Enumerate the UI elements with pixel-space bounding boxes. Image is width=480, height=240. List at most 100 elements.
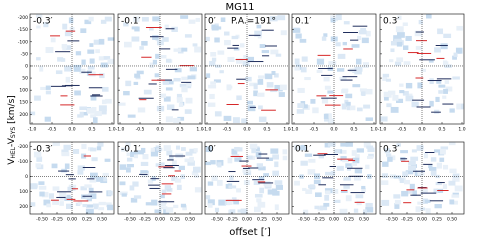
spectrum-pixel	[163, 96, 171, 102]
spectrum-pixel	[81, 111, 88, 116]
spectrum-pixel	[417, 201, 423, 205]
spectrum-pixel	[454, 185, 463, 192]
spectrum-pixel	[181, 47, 188, 52]
spectrum-pixel	[263, 173, 270, 177]
spectrum-pixel	[127, 114, 136, 118]
spectrum-pixel	[35, 14, 43, 18]
spectrum-pixel	[133, 195, 142, 199]
spectrum-pixel	[282, 149, 288, 155]
spectrum-pixel	[256, 163, 263, 168]
spectrum-pixel	[299, 38, 307, 43]
spectrum-pixel	[349, 105, 356, 111]
spectrum-pixel	[87, 65, 95, 70]
spectrum-pixel	[361, 185, 366, 190]
spectrum-pixel	[165, 58, 172, 63]
spectrum-pixel	[382, 73, 390, 78]
spectrum-pixel	[156, 147, 163, 152]
x-tick-label: -0.50	[124, 217, 136, 223]
spectrum-pixel	[62, 47, 67, 51]
spectrum-pixel	[356, 148, 364, 153]
spectrum-pixel	[258, 166, 266, 171]
spectrum-pixel	[50, 37, 56, 43]
spectrum-pixel	[274, 180, 283, 185]
spectrum-pixel	[428, 166, 437, 171]
spectrum-pixel	[236, 188, 241, 193]
panel: -200 -150 -100 -50 0 50 100 150 200 -1.0 -0.5 0.0 0.…	[18, 13, 116, 133]
spectrum-pixel	[176, 93, 182, 100]
spectrum-pixel	[394, 203, 400, 209]
spectrum-pixel	[275, 184, 283, 190]
spectrum-pixel	[392, 94, 399, 101]
y-tick-label: -50	[21, 51, 28, 57]
spectrum-pixel	[82, 204, 88, 208]
spectrum-pixel	[97, 142, 104, 147]
spectrum-pixel	[253, 83, 258, 90]
spectrum-pixel	[294, 58, 300, 65]
x-tick-label: 0.5	[176, 127, 183, 133]
spectrum-pixel	[133, 81, 139, 85]
spectrum-pixel	[73, 67, 81, 72]
spectrum-pixel	[247, 56, 255, 62]
spectrum-pixel	[73, 64, 82, 69]
spectrum-pixel	[409, 183, 415, 190]
spectrum-pixel	[159, 93, 167, 98]
spectrum-pixel	[412, 190, 417, 196]
spectrum-pixel	[194, 174, 200, 178]
spectrum-pixel	[231, 35, 239, 40]
x-tick-label: -0.25	[226, 217, 238, 223]
spectrum-pixel	[366, 155, 374, 159]
spectrum-pixel	[405, 170, 414, 175]
spectrum-pixel	[90, 114, 97, 118]
spectrum-pixel	[30, 202, 36, 207]
spectrum-pixel	[175, 145, 181, 150]
spectrum-pixel	[335, 42, 341, 47]
spectrum-pixel	[257, 79, 264, 85]
spectrum-pixel	[256, 198, 262, 203]
spectrum-pixel	[408, 160, 416, 165]
spectrum-pixel	[433, 188, 439, 194]
spectrum-pixel	[324, 142, 331, 148]
spectrum-pixel	[437, 28, 444, 35]
spectrum-pixel	[385, 78, 391, 82]
spectrum-pixel	[420, 188, 428, 194]
spectrum-pixel	[81, 59, 86, 65]
spectrum-pixel	[390, 41, 398, 46]
y-label-part: HEL	[10, 146, 17, 158]
spectrum-pixel	[261, 50, 270, 54]
spectrum-pixel	[456, 25, 463, 31]
spectrum-pixel	[239, 43, 245, 48]
x-tick-label: 0.00	[67, 217, 77, 223]
spectrum-pixel	[125, 142, 131, 147]
spectrum-pixel	[257, 35, 262, 39]
spectrum-pixel	[259, 187, 265, 194]
spectrum-pixel	[394, 199, 401, 205]
panel: -1.0 -0.5 0.0 0.5 1.0 0.1′	[290, 13, 378, 133]
spectrum-pixel	[345, 163, 353, 168]
spectrum-pixel	[219, 70, 224, 74]
spectrum-pixel	[242, 168, 250, 173]
spectrum-pixel	[356, 107, 363, 112]
spectrum-pixel	[231, 148, 238, 155]
spectrum-pixel	[365, 30, 371, 37]
spectrum-pixel	[365, 164, 370, 170]
spectrum-pixel	[155, 163, 163, 167]
panel: -0.50 -0.25 0.00 0.25 0.50 -0.1′	[117, 141, 203, 223]
x-tick-label: 0.50	[447, 217, 457, 223]
spectrum-pixel	[62, 23, 68, 30]
spectrum-pixel	[68, 17, 74, 24]
spectrum-pixel	[343, 21, 350, 25]
spectrum-pixel	[207, 102, 216, 107]
spectrum-pixel	[249, 82, 257, 87]
spectrum-pixel	[92, 203, 99, 208]
spectrum-pixel	[451, 194, 460, 198]
panel-label: 0.1′	[295, 145, 311, 155]
spectrum-pixel	[280, 30, 287, 36]
spectrum-pixel	[337, 53, 346, 59]
spectrum-pixel	[180, 15, 189, 19]
spectrum-pixel	[356, 200, 362, 206]
spectrum-pixel	[66, 194, 71, 199]
spectrum-pixel	[345, 142, 353, 147]
spectrum-pixel	[399, 90, 405, 94]
spectrum-pixel	[30, 184, 38, 190]
spectrum-pixel	[155, 53, 160, 59]
